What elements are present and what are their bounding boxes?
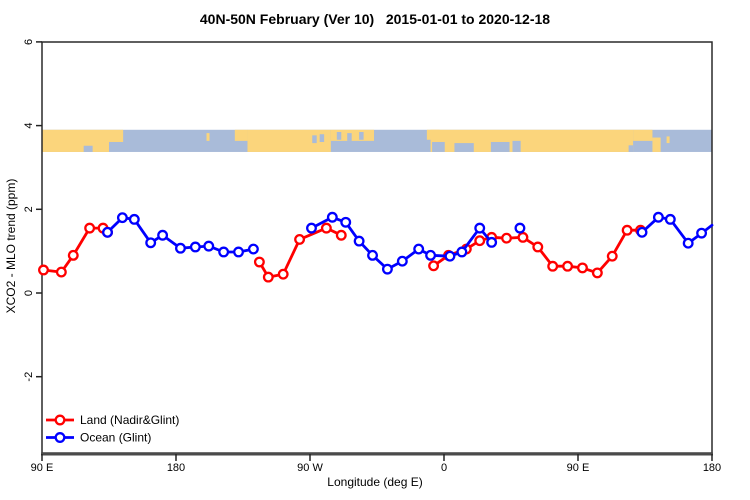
chart-title: 40N-50N February (Ver 10) 2015-01-01 to …	[199, 11, 551, 27]
svg-text:180: 180	[703, 462, 721, 474]
svg-text:4: 4	[23, 123, 35, 129]
x-axis-ticks: 90 E 180 90 W 0 90 E 180	[31, 454, 721, 474]
x-axis-label: Longitude (deg E)	[327, 475, 423, 489]
svg-text:90 E: 90 E	[31, 462, 54, 474]
svg-text:2: 2	[23, 206, 35, 212]
svg-text:0: 0	[23, 290, 35, 296]
y-axis-ticks: 6 4 2 0 -2	[23, 39, 42, 382]
legend: Land (Nadir&Glint) Ocean (Glint)	[46, 413, 179, 445]
svg-text:180: 180	[167, 462, 185, 474]
svg-text:90 E: 90 E	[567, 462, 590, 474]
svg-text:90 W: 90 W	[297, 462, 323, 474]
series-ocean	[102, 211, 714, 275]
svg-text:-2: -2	[23, 372, 35, 382]
series-land	[38, 222, 646, 283]
svg-text:0: 0	[441, 462, 447, 474]
svg-text:Land (Nadir&Glint): Land (Nadir&Glint)	[80, 413, 179, 427]
map-strip	[42, 129, 712, 152]
svg-text:6: 6	[23, 39, 35, 45]
svg-text:Ocean (Glint): Ocean (Glint)	[80, 431, 151, 445]
plot-border	[41, 41, 713, 456]
